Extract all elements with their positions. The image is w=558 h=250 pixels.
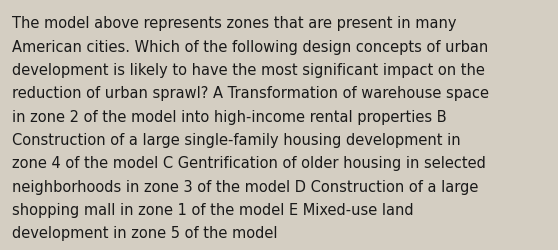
Text: neighborhoods in zone 3 of the model D Construction of a large: neighborhoods in zone 3 of the model D C…	[12, 179, 479, 194]
Text: development is likely to have the most significant impact on the: development is likely to have the most s…	[12, 63, 485, 78]
Text: development in zone 5 of the model: development in zone 5 of the model	[12, 226, 278, 240]
Text: American cities. Which of the following design concepts of urban: American cities. Which of the following …	[12, 40, 488, 54]
Text: reduction of urban sprawl? A Transformation of warehouse space: reduction of urban sprawl? A Transformat…	[12, 86, 489, 101]
Text: zone 4 of the model C Gentrification of older housing in selected: zone 4 of the model C Gentrification of …	[12, 156, 486, 171]
Text: The model above represents zones that are present in many: The model above represents zones that ar…	[12, 16, 457, 31]
Text: Construction of a large single-family housing development in: Construction of a large single-family ho…	[12, 132, 461, 148]
Text: in zone 2 of the model into high-income rental properties B: in zone 2 of the model into high-income …	[12, 109, 447, 124]
Text: shopping mall in zone 1 of the model E Mixed-use land: shopping mall in zone 1 of the model E M…	[12, 202, 414, 217]
